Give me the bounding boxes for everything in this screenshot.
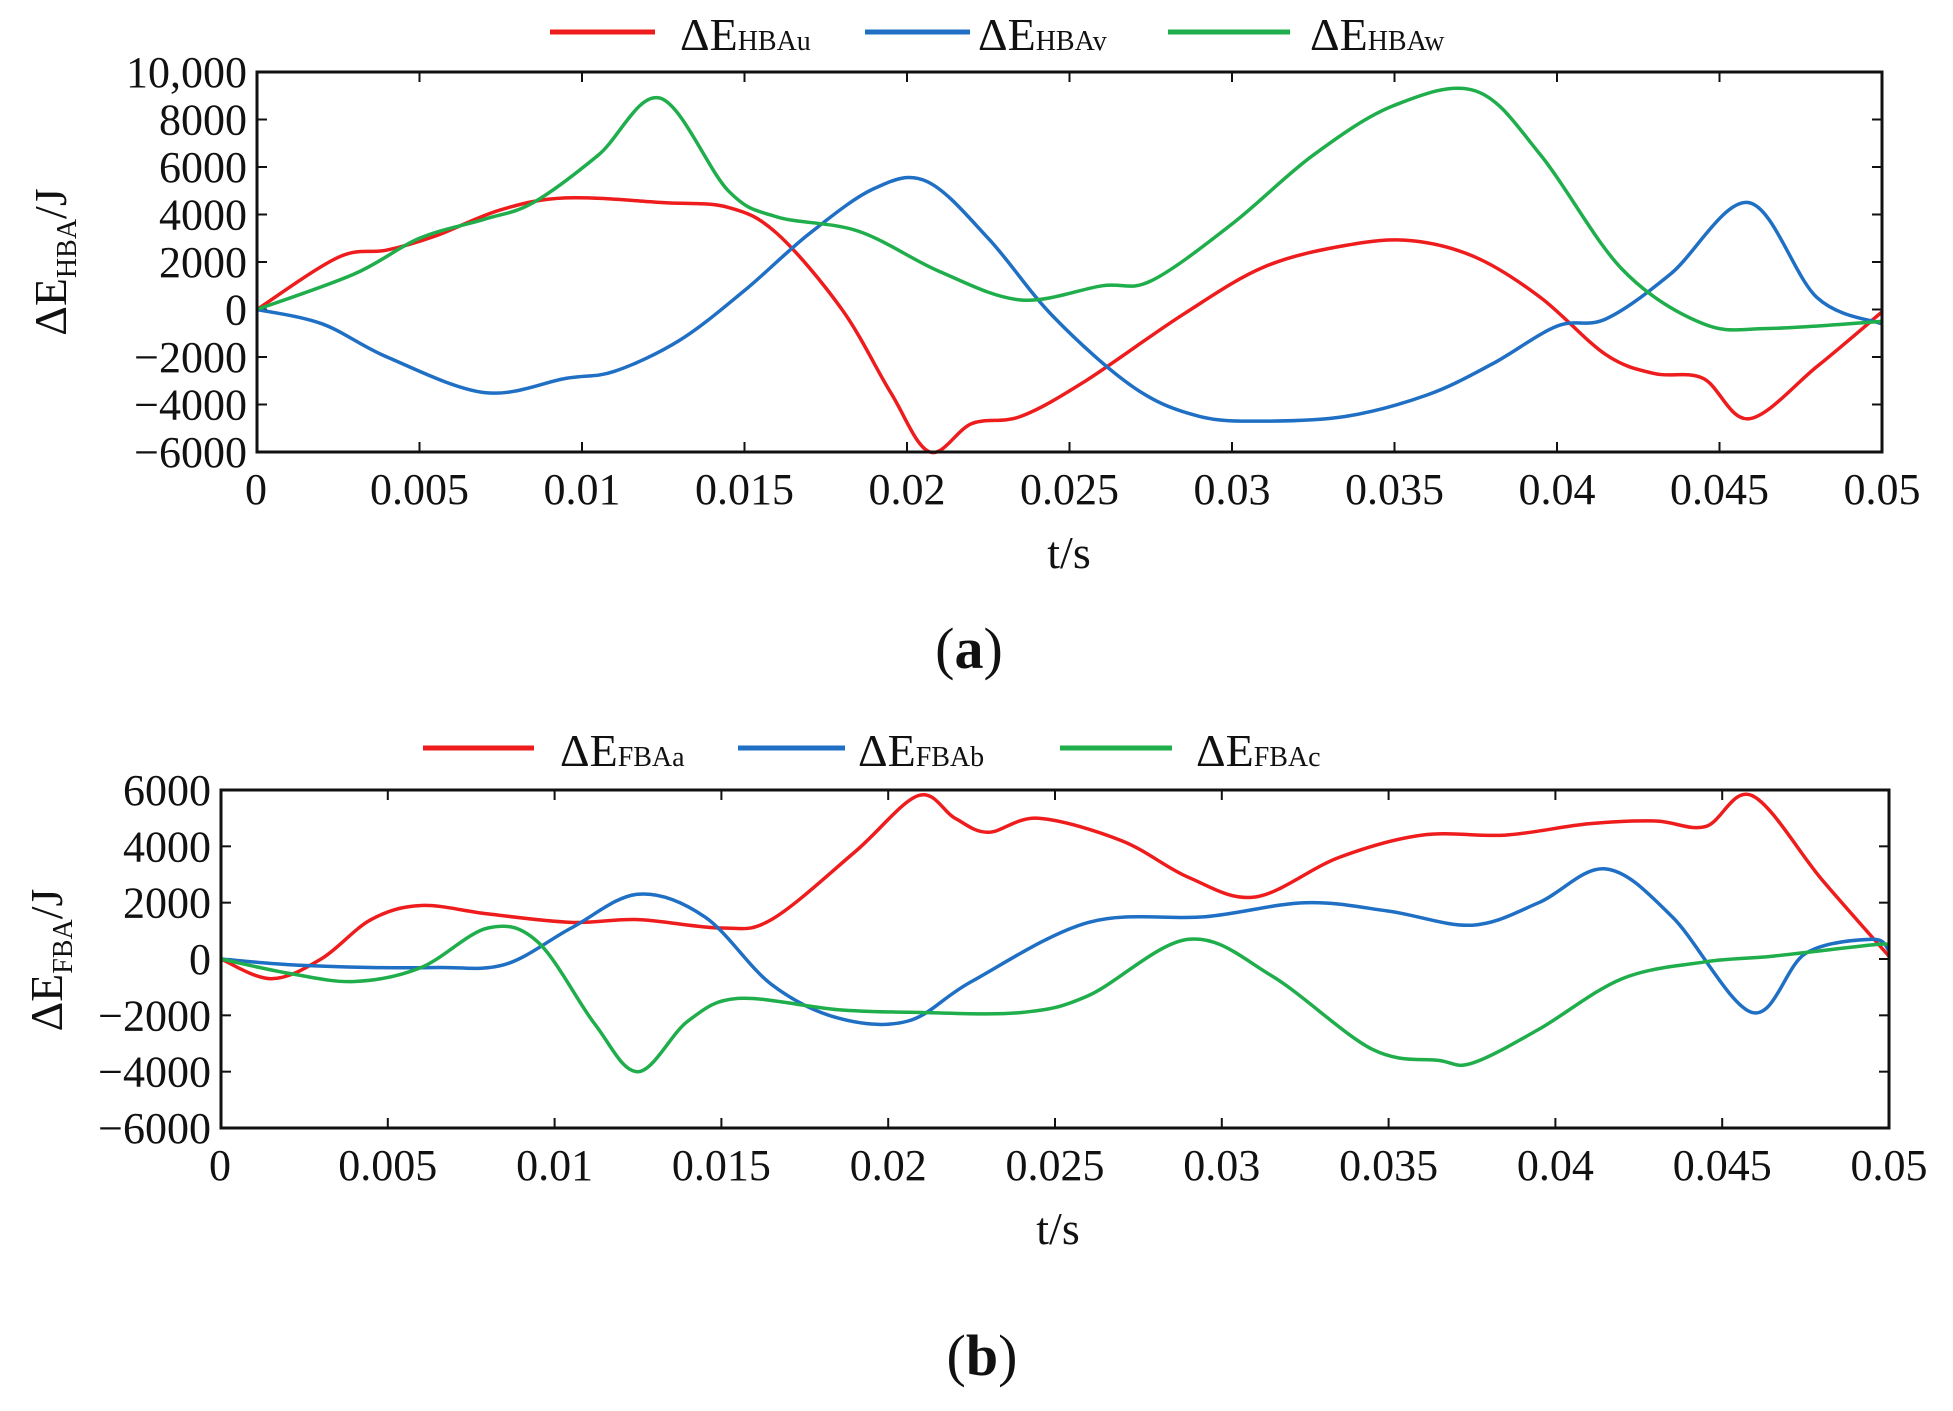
y-tick-label-b: −2000 — [98, 991, 211, 1040]
y-tick-label-a: 0 — [225, 286, 247, 335]
series-line-red-b — [220, 792, 1891, 981]
plot-frame-b — [219, 788, 1891, 1130]
x-tick-label-b: 0.01 — [516, 1141, 593, 1190]
y-tick-label-b: −6000 — [98, 1104, 211, 1153]
panel-a: ΔEHBAu ΔEHBAv ΔEHBAw 10,0008000600040002… — [25, 9, 1921, 681]
series-line-red-a — [256, 195, 1884, 455]
y-tick-label-b: 6000 — [123, 766, 211, 815]
y-tick-label-b: 4000 — [123, 822, 211, 871]
legend-label-fbaa: ΔEFBAa — [560, 725, 685, 776]
x-tick-label-b: 0.045 — [1673, 1141, 1772, 1190]
y-tick-label-a: −2000 — [134, 333, 247, 382]
x-tick-label-b: 0.005 — [338, 1141, 437, 1190]
legend-label-hbav: ΔEHBAv — [978, 9, 1107, 60]
x-tick-label-b: 0.04 — [1517, 1141, 1594, 1190]
series-a — [256, 86, 1884, 455]
legend-label-hbaw: ΔEHBAw — [1310, 9, 1445, 60]
x-tick-label-a: 0.045 — [1670, 465, 1769, 514]
series-b — [220, 792, 1891, 1074]
x-axis-label-a: t/s — [1047, 527, 1090, 578]
panel-b: ΔEFBAa ΔEFBAb ΔEFBAc 6000 4000 2000 0 −2000 −… — [21, 725, 1928, 1388]
y-tick-label-b: −4000 — [98, 1048, 211, 1097]
y-tick-label-b: 2000 — [123, 879, 211, 928]
x-tick-label-b: 0.03 — [1183, 1141, 1260, 1190]
y-tick-label-a: −4000 — [134, 381, 247, 430]
legend-a: ΔEHBAu ΔEHBAv ΔEHBAw — [550, 9, 1445, 60]
y-tick-label-a: 8000 — [159, 96, 247, 145]
x-tick-label-b: 0.02 — [850, 1141, 927, 1190]
legend-label-fbac: ΔEFBAc — [1196, 725, 1321, 776]
panel-label-b: (b) — [947, 1323, 1018, 1388]
x-axis-label-b: t/s — [1036, 1203, 1079, 1254]
y-tick-label-a: 2000 — [159, 238, 247, 287]
x-tick-label-a: 0.02 — [869, 465, 946, 514]
x-tick-label-a: 0.005 — [370, 465, 469, 514]
x-tick-label-a: 0.025 — [1020, 465, 1119, 514]
plot-frame-a — [255, 70, 1884, 454]
y-tick-label-b: 0 — [189, 935, 211, 984]
y-tick-label-a: 10,000 — [126, 48, 247, 97]
legend-label-fbab: ΔEFBAb — [858, 725, 984, 776]
x-tick-label-a: 0.015 — [695, 465, 794, 514]
series-line-green-a — [256, 86, 1883, 332]
x-tick-label-a: 0.04 — [1519, 465, 1596, 514]
x-tick-label-a: 0.01 — [544, 465, 621, 514]
panel-label-a: (a) — [935, 616, 1003, 681]
x-tick-label-b: 0 — [209, 1141, 231, 1190]
x-tick-label-b: 0.05 — [1851, 1141, 1928, 1190]
y-tick-label-a: 4000 — [159, 191, 247, 240]
x-tick-label-a: 0 — [245, 465, 267, 514]
y-tick-label-a: −6000 — [134, 428, 247, 477]
y-axis-label-b: ΔEFBA/J — [21, 889, 79, 1032]
x-tick-label-b: 0.025 — [1006, 1141, 1105, 1190]
series-line-blue-b — [220, 867, 1891, 1027]
x-tick-label-b: 0.015 — [672, 1141, 771, 1190]
series-line-green-b — [220, 924, 1890, 1074]
y-tick-label-a: 6000 — [159, 143, 247, 192]
y-axis-label-a: ΔEHBA/J — [25, 188, 83, 336]
legend-b: ΔEFBAa ΔEFBAb ΔEFBAc — [423, 725, 1321, 776]
legend-label-hbau: ΔEHBAu — [680, 9, 811, 60]
x-tick-label-a: 0.05 — [1844, 465, 1921, 514]
x-tick-label-a: 0.03 — [1194, 465, 1271, 514]
series-line-blue-a — [256, 175, 1883, 423]
x-tick-label-a: 0.035 — [1345, 465, 1444, 514]
x-tick-label-b: 0.035 — [1339, 1141, 1438, 1190]
